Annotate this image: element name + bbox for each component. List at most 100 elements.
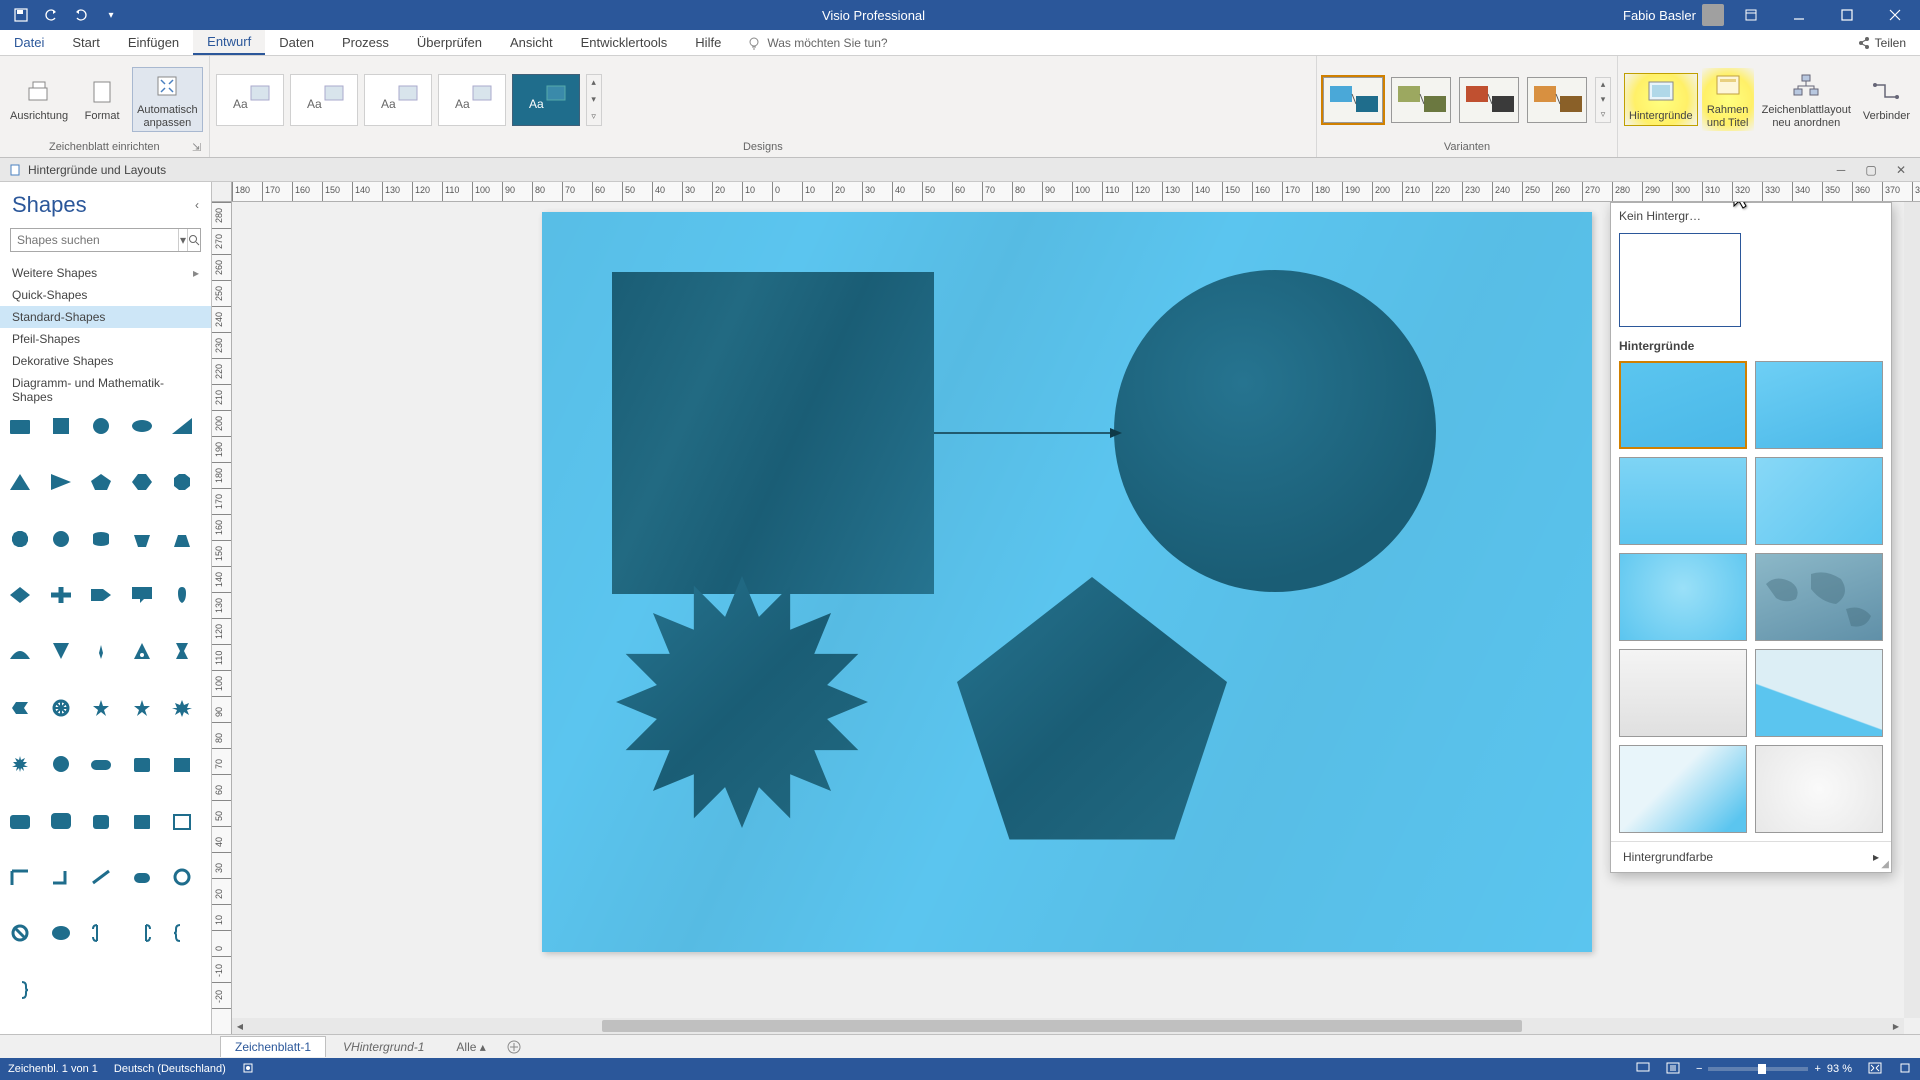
shape-pentagon[interactable] [942,562,1242,862]
shape-stencil[interactable] [49,698,73,718]
page-indicator[interactable]: Zeichenbl. 1 von 1 [8,1063,98,1075]
background-thumb[interactable] [1755,457,1883,545]
connector-arrow[interactable] [934,432,1124,434]
window-close-icon[interactable]: ✕ [1890,163,1912,177]
minimize-button[interactable] [1778,0,1820,30]
menu-tab-datei[interactable]: Datei [0,30,58,55]
shape-stencil[interactable] [89,754,113,774]
canvas-viewport[interactable]: Kein Hintergr… Hintergründe Hintergrundf… [232,202,1904,1018]
background-thumb[interactable] [1755,649,1883,737]
shape-stencil[interactable] [130,416,154,436]
shape-stencil[interactable] [89,585,113,605]
qat-customize-icon[interactable]: ▾ [98,2,124,28]
shape-stencil[interactable] [49,641,73,661]
design-thumb[interactable]: Aa [290,74,358,126]
orientation-button[interactable]: Ausrichtung [6,74,72,124]
shape-stencil[interactable] [170,754,194,774]
shape-stencil[interactable] [170,529,194,549]
maximize-button[interactable] [1826,0,1868,30]
variant-thumb[interactable] [1323,77,1383,123]
shape-stencil[interactable] [89,472,113,492]
shape-stencil[interactable] [130,641,154,661]
vertical-scrollbar[interactable] [1904,202,1920,1018]
shape-stencil[interactable] [8,754,32,774]
variant-gallery-more[interactable]: ▴▾▿ [1595,77,1611,123]
shape-stencil[interactable] [8,585,32,605]
menu-tab-entwicklertools[interactable]: Entwicklertools [567,30,682,55]
variant-thumb[interactable] [1459,77,1519,123]
shape-category[interactable]: Quick-Shapes [0,284,211,306]
shape-stencil[interactable] [89,923,113,943]
shape-stencil[interactable] [170,585,194,605]
menu-tab-hilfe[interactable]: Hilfe [681,30,735,55]
undo-icon[interactable] [38,2,64,28]
shape-stencil[interactable] [8,923,32,943]
zoom-control[interactable]: − + 93 % [1696,1063,1852,1075]
shape-circle[interactable] [1114,270,1436,592]
borders-titles-button[interactable]: Rahmen und Titel [1702,68,1754,130]
shape-stencil[interactable] [49,585,73,605]
drawing-page[interactable] [542,212,1592,952]
menu-tab-start[interactable]: Start [58,30,113,55]
shape-stencil[interactable] [8,867,32,887]
background-thumb[interactable] [1619,745,1747,833]
sheet-tab-1[interactable]: Zeichenblatt-1 [220,1036,326,1057]
menu-tab-entwurf[interactable]: Entwurf [193,30,265,55]
shape-stencil[interactable] [130,867,154,887]
sheet-tab-background[interactable]: VHintergrund-1 [328,1036,439,1057]
shape-category[interactable]: Dekorative Shapes [0,350,211,372]
shape-stencil[interactable] [130,585,154,605]
zoom-slider[interactable] [1708,1067,1808,1071]
sheet-tab-all[interactable]: Alle ▴ [441,1036,500,1057]
shape-stencil[interactable] [8,529,32,549]
background-thumb[interactable] [1755,553,1883,641]
background-thumb[interactable] [1619,361,1747,449]
size-button[interactable]: Format [76,74,128,124]
shape-stencil[interactable] [170,416,194,436]
scroll-right-icon[interactable]: ▶ [1888,1022,1904,1031]
shape-stencil[interactable] [170,811,194,831]
design-thumb[interactable]: Aa [216,74,284,126]
collapse-panel-icon[interactable]: ‹ [195,198,199,212]
shape-stencil[interactable] [89,641,113,661]
zoom-out-icon[interactable]: − [1696,1063,1702,1075]
fit-window-icon[interactable] [1868,1062,1882,1077]
tell-me[interactable]: Was möchten Sie tun? [735,30,887,55]
pan-zoom-icon[interactable] [1898,1062,1912,1077]
zoom-level[interactable]: 93 % [1827,1063,1852,1075]
shape-category[interactable]: Diagramm- und Mathematik-Shapes [0,372,211,408]
dialog-launcher-icon[interactable]: ⇲ [191,141,203,153]
close-button[interactable] [1874,0,1916,30]
scroll-left-icon[interactable]: ◀ [232,1022,248,1031]
shape-stencil[interactable] [170,472,194,492]
share-button[interactable]: Teilen [1843,30,1920,55]
language-indicator[interactable]: Deutsch (Deutschland) [114,1063,226,1075]
scroll-thumb[interactable] [602,1020,1522,1032]
background-thumb[interactable] [1755,361,1883,449]
window-minimize-icon[interactable]: ─ [1830,163,1852,177]
add-sheet-button[interactable] [503,1036,525,1058]
window-restore-icon[interactable]: ▢ [1860,163,1882,177]
shape-category[interactable]: Standard-Shapes [0,306,211,328]
shape-stencil[interactable] [8,811,32,831]
menu-tab-daten[interactable]: Daten [265,30,328,55]
search-dropdown-icon[interactable]: ▾ [178,229,187,251]
shape-stencil[interactable] [170,641,194,661]
save-icon[interactable] [8,2,34,28]
shape-stencil[interactable] [130,754,154,774]
shape-stencil[interactable] [49,867,73,887]
backgrounds-button[interactable]: Hintergründe [1624,73,1698,125]
variant-thumb[interactable] [1391,77,1451,123]
background-thumb[interactable] [1619,553,1747,641]
shape-stencil[interactable] [89,811,113,831]
resize-grip-icon[interactable]: ◢ [1881,859,1889,870]
shape-stencil[interactable] [49,529,73,549]
shape-category[interactable]: Pfeil-Shapes [0,328,211,350]
shapes-search-input[interactable] [11,229,178,251]
no-background-thumb[interactable] [1619,233,1741,327]
shape-stencil[interactable] [130,811,154,831]
horizontal-scrollbar[interactable]: ◀ ▶ [232,1018,1904,1034]
background-thumb[interactable] [1619,457,1747,545]
design-thumb[interactable]: Aa [364,74,432,126]
connectors-button[interactable]: Verbinder [1859,74,1914,124]
